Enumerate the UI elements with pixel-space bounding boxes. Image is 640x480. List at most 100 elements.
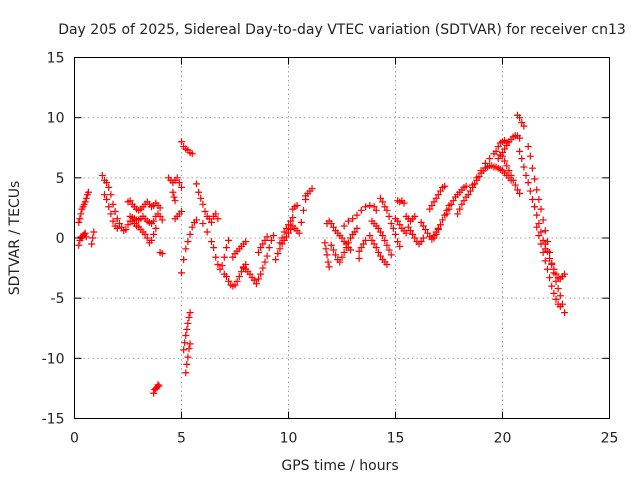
data-point xyxy=(82,194,90,202)
data-point xyxy=(394,238,402,246)
axis-ticks: 0 5 10 15 20 25 -15 -10 -5 0 5 10 15 xyxy=(42,51,619,447)
data-point xyxy=(556,292,564,300)
data-point xyxy=(152,224,160,232)
data-point xyxy=(357,206,365,214)
data-point xyxy=(220,253,228,261)
data-point xyxy=(347,246,355,254)
series-arc-38 xyxy=(392,215,410,237)
data-point xyxy=(178,138,185,146)
data-point xyxy=(389,224,397,232)
data-point xyxy=(323,251,331,259)
series-arc-02 xyxy=(75,188,92,226)
data-point xyxy=(535,195,543,203)
data-point xyxy=(265,244,273,252)
series-arc-25 xyxy=(276,214,297,247)
data-point xyxy=(362,236,370,244)
data-point xyxy=(229,253,237,261)
data-point xyxy=(372,244,380,252)
data-point xyxy=(287,217,295,225)
data-point xyxy=(469,181,477,189)
data-point xyxy=(349,215,357,223)
data-point xyxy=(261,236,269,244)
data-point xyxy=(419,222,427,230)
data-point xyxy=(377,252,385,260)
data-point xyxy=(340,248,348,256)
data-point xyxy=(267,236,275,244)
data-point xyxy=(546,274,554,282)
data-point xyxy=(526,187,534,195)
data-point xyxy=(203,228,211,236)
data-point xyxy=(377,228,385,236)
data-point xyxy=(175,179,183,187)
y-tick-label: -5 xyxy=(51,291,65,307)
data-point xyxy=(257,244,265,252)
data-point xyxy=(105,203,113,211)
data-point xyxy=(255,275,263,283)
data-point xyxy=(199,220,207,228)
data-point xyxy=(327,220,335,228)
data-point xyxy=(158,250,166,258)
data-point xyxy=(322,245,330,253)
data-point xyxy=(76,215,84,223)
data-point xyxy=(342,244,350,252)
data-point xyxy=(276,239,284,247)
data-point xyxy=(150,389,158,397)
x-tick-label: 20 xyxy=(494,431,512,447)
series-arc-51 xyxy=(516,147,549,253)
data-point xyxy=(154,381,162,389)
data-point xyxy=(351,228,359,236)
data-point xyxy=(289,214,297,222)
data-point xyxy=(509,176,517,184)
data-point xyxy=(321,239,329,247)
data-point xyxy=(231,281,239,289)
data-point xyxy=(353,211,361,219)
data-point xyxy=(81,198,89,206)
data-point xyxy=(272,256,280,264)
series-arc-01 xyxy=(75,229,90,249)
data-point xyxy=(368,236,376,244)
series-arc-22 xyxy=(252,232,278,288)
data-point xyxy=(411,234,419,242)
data-point xyxy=(150,217,158,225)
data-point xyxy=(561,270,569,278)
data-point xyxy=(518,118,526,126)
data-point xyxy=(109,200,117,208)
data-point xyxy=(362,203,370,211)
data-point xyxy=(82,233,90,241)
data-point xyxy=(460,197,468,205)
data-point xyxy=(183,360,191,368)
data-point xyxy=(195,188,203,196)
data-point xyxy=(396,221,404,229)
data-point xyxy=(143,234,151,242)
data-point xyxy=(543,247,551,255)
data-point xyxy=(445,205,453,213)
data-point xyxy=(299,206,307,214)
data-point xyxy=(366,202,374,210)
data-point xyxy=(324,258,332,266)
data-point xyxy=(443,210,451,218)
data-point xyxy=(537,205,545,213)
data-point xyxy=(111,208,119,216)
data-point xyxy=(447,200,455,208)
data-point xyxy=(192,180,200,188)
series-arc-13 xyxy=(178,216,200,277)
data-point xyxy=(88,240,96,248)
data-point xyxy=(225,236,233,244)
data-point xyxy=(374,224,382,232)
data-point xyxy=(561,309,569,317)
data-point xyxy=(295,229,303,237)
data-point xyxy=(385,212,393,220)
data-point xyxy=(528,195,536,203)
data-point xyxy=(421,226,429,234)
data-point xyxy=(148,236,156,244)
data-point xyxy=(197,194,205,202)
y-tick-label: 10 xyxy=(47,111,65,127)
data-point xyxy=(212,210,220,218)
series-arc-50 xyxy=(513,111,528,130)
data-point xyxy=(216,265,224,273)
data-point xyxy=(505,167,513,175)
data-point xyxy=(287,226,295,234)
data-point xyxy=(103,179,111,187)
data-point xyxy=(255,248,263,256)
data-point xyxy=(75,218,83,226)
